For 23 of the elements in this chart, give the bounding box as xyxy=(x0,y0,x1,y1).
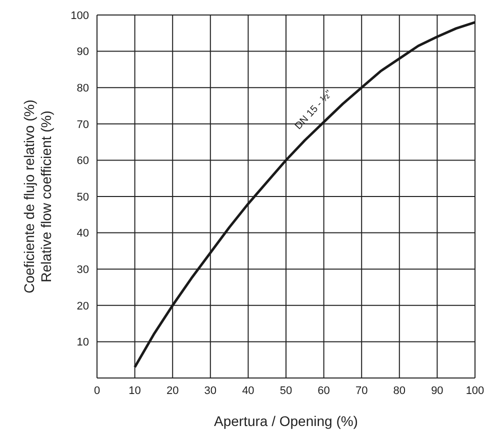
x-tick-label: 0 xyxy=(94,384,100,397)
x-tick-label: 70 xyxy=(355,384,368,397)
y-tick-label: 10 xyxy=(76,336,89,349)
x-tick-label: 50 xyxy=(280,384,292,397)
x-tick-label: 60 xyxy=(318,384,330,397)
y-tick-label: 90 xyxy=(76,46,89,58)
x-axis-title: Apertura / Opening (%) xyxy=(214,413,358,429)
y-tick-label: 80 xyxy=(76,82,89,95)
x-tick-label: 100 xyxy=(466,384,484,397)
y-tick-label: 40 xyxy=(76,228,89,240)
y-axis-title: Coeficiente de flujo relativo (%) Relative flow coefficient (%) xyxy=(21,100,54,294)
y-tick-label: 50 xyxy=(76,191,89,204)
y-tick-label: 20 xyxy=(76,300,89,312)
x-tick-label: 40 xyxy=(242,384,254,397)
y-tick-label: 30 xyxy=(76,264,89,276)
x-tick-label: 90 xyxy=(431,384,444,397)
y-tick-label: 60 xyxy=(76,155,89,168)
y-tick-label: 70 xyxy=(76,118,89,131)
x-tick-label: 30 xyxy=(204,384,217,397)
x-tick-label: 80 xyxy=(393,384,406,397)
x-tick-label: 10 xyxy=(128,384,141,397)
y-tick-label: 100 xyxy=(70,10,89,22)
x-tick-label: 20 xyxy=(166,384,179,397)
